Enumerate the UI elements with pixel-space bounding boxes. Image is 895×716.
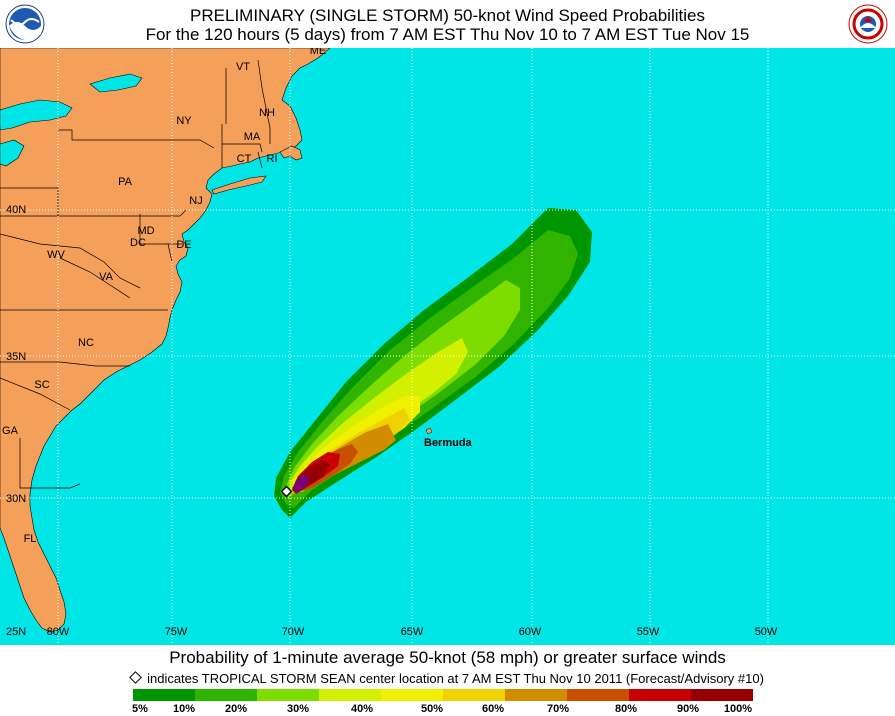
- probability-map: VT ME NH NY MA CT RI PA NJ MD DC DE WV V…: [0, 48, 895, 645]
- legend-swatch: [319, 689, 381, 701]
- legend-label: 100%: [723, 703, 753, 715]
- probability-swath: [274, 208, 592, 518]
- lon-label: 80W: [47, 626, 70, 638]
- storm-location-text: indicates TROPICAL STORM SEAN center loc…: [147, 671, 764, 686]
- storm-center-icon: [280, 485, 293, 498]
- lat-label: 25N: [6, 626, 26, 638]
- legend-label: 90%: [676, 703, 700, 715]
- state-label-ma: MA: [244, 131, 261, 143]
- map-caption: Probability of 1-minute average 50-knot …: [169, 648, 726, 667]
- legend-label: 50%: [420, 703, 444, 715]
- storm-location-note: indicates TROPICAL STORM SEAN center loc…: [0, 671, 895, 686]
- state-label-ny: NY: [176, 115, 192, 127]
- state-label-vt: VT: [236, 61, 250, 73]
- state-label-ga: GA: [2, 425, 19, 437]
- nws-logo-icon: [848, 4, 888, 44]
- state-label-nh: NH: [259, 107, 275, 119]
- legend-swatch: [257, 689, 319, 701]
- legend-label: 40%: [350, 703, 374, 715]
- state-labels: VT ME NH NY MA CT RI PA NJ MD DC DE WV V…: [2, 48, 326, 545]
- state-label-fl: FL: [24, 533, 37, 545]
- legend-label: 30%: [286, 703, 310, 715]
- state-label-de: DE: [176, 239, 191, 251]
- state-label-nj: NJ: [189, 195, 202, 207]
- legend-label: 20%: [224, 703, 248, 715]
- legend-label: 80%: [614, 703, 638, 715]
- probability-legend: [133, 689, 753, 701]
- map-subtitle: For the 120 hours (5 days) from 7 AM EST…: [145, 25, 750, 44]
- map-title: PRELIMINARY (SINGLE STORM) 50-knot Wind …: [190, 6, 705, 25]
- legend-label: 70%: [546, 703, 570, 715]
- legend-labels: 5% 10% 20% 30% 40% 50% 60% 70% 80% 90% 1…: [0, 703, 895, 716]
- state-label-dc: DC: [130, 237, 146, 249]
- lon-label: 55W: [637, 626, 660, 638]
- grid-lines: [0, 48, 895, 645]
- legend-label: 10%: [172, 703, 196, 715]
- state-label-wv: WV: [47, 249, 65, 261]
- lon-label: 60W: [519, 626, 542, 638]
- lat-label: 40N: [6, 204, 26, 216]
- state-label-va: VA: [99, 271, 114, 283]
- legend-swatch: [381, 689, 443, 701]
- lat-label: 30N: [6, 493, 26, 505]
- longitude-labels: 80W 75W 70W 65W 60W 55W 50W: [47, 626, 778, 638]
- latitude-labels: 40N 35N 30N 25N: [6, 204, 26, 638]
- bermuda-marker: Bermuda: [424, 427, 473, 449]
- state-label-md: MD: [137, 225, 154, 237]
- lon-label: 50W: [755, 626, 778, 638]
- state-label-me: ME: [310, 48, 327, 57]
- legend-swatch: [567, 689, 629, 701]
- bermuda-label: Bermuda: [424, 437, 473, 449]
- legend-swatch: [691, 689, 753, 701]
- state-label-nc: NC: [78, 337, 94, 349]
- lon-label: 70W: [282, 626, 305, 638]
- state-label-sc: SC: [34, 379, 49, 391]
- storm-center-diamond-icon: [129, 671, 142, 684]
- legend-swatch: [629, 689, 691, 701]
- legend-label: 5%: [132, 703, 148, 715]
- legend-label: 60%: [481, 703, 505, 715]
- legend-swatch: [505, 689, 567, 701]
- state-borders: [0, 59, 271, 489]
- lon-label: 65W: [401, 626, 424, 638]
- legend-swatch: [443, 689, 505, 701]
- state-label-ct: CT: [237, 153, 252, 165]
- lat-label: 35N: [6, 351, 26, 363]
- legend-swatch: [195, 689, 257, 701]
- state-label-pa: PA: [118, 176, 133, 188]
- legend-swatch: [133, 689, 195, 701]
- noaa-logo-icon: [5, 4, 45, 44]
- land-area: [0, 48, 331, 633]
- lon-label: 75W: [165, 626, 188, 638]
- state-label-ri: RI: [267, 153, 278, 165]
